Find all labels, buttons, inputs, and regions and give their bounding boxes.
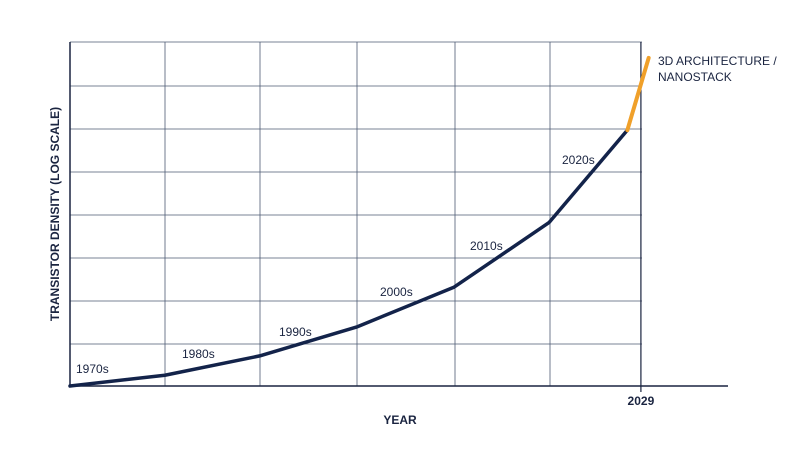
era-label: 2010s xyxy=(470,239,503,253)
series-line xyxy=(625,55,651,133)
era-label: 2020s xyxy=(562,153,595,167)
end-label: NANOSTACK xyxy=(658,70,732,84)
era-label: 1990s xyxy=(279,325,312,339)
end-label: 3D ARCHITECTURE / xyxy=(658,54,777,68)
era-label: 1970s xyxy=(76,362,109,376)
x-tick-label: 2029 xyxy=(628,394,655,408)
era-label: 1980s xyxy=(182,347,215,361)
background-grid xyxy=(70,41,642,386)
series-line xyxy=(68,128,630,388)
y-axis-label: TRANSISTOR DENSITY (LOG SCALE) xyxy=(48,107,62,321)
x-axis-label: YEAR xyxy=(383,413,417,427)
era-label: 2000s xyxy=(380,285,413,299)
